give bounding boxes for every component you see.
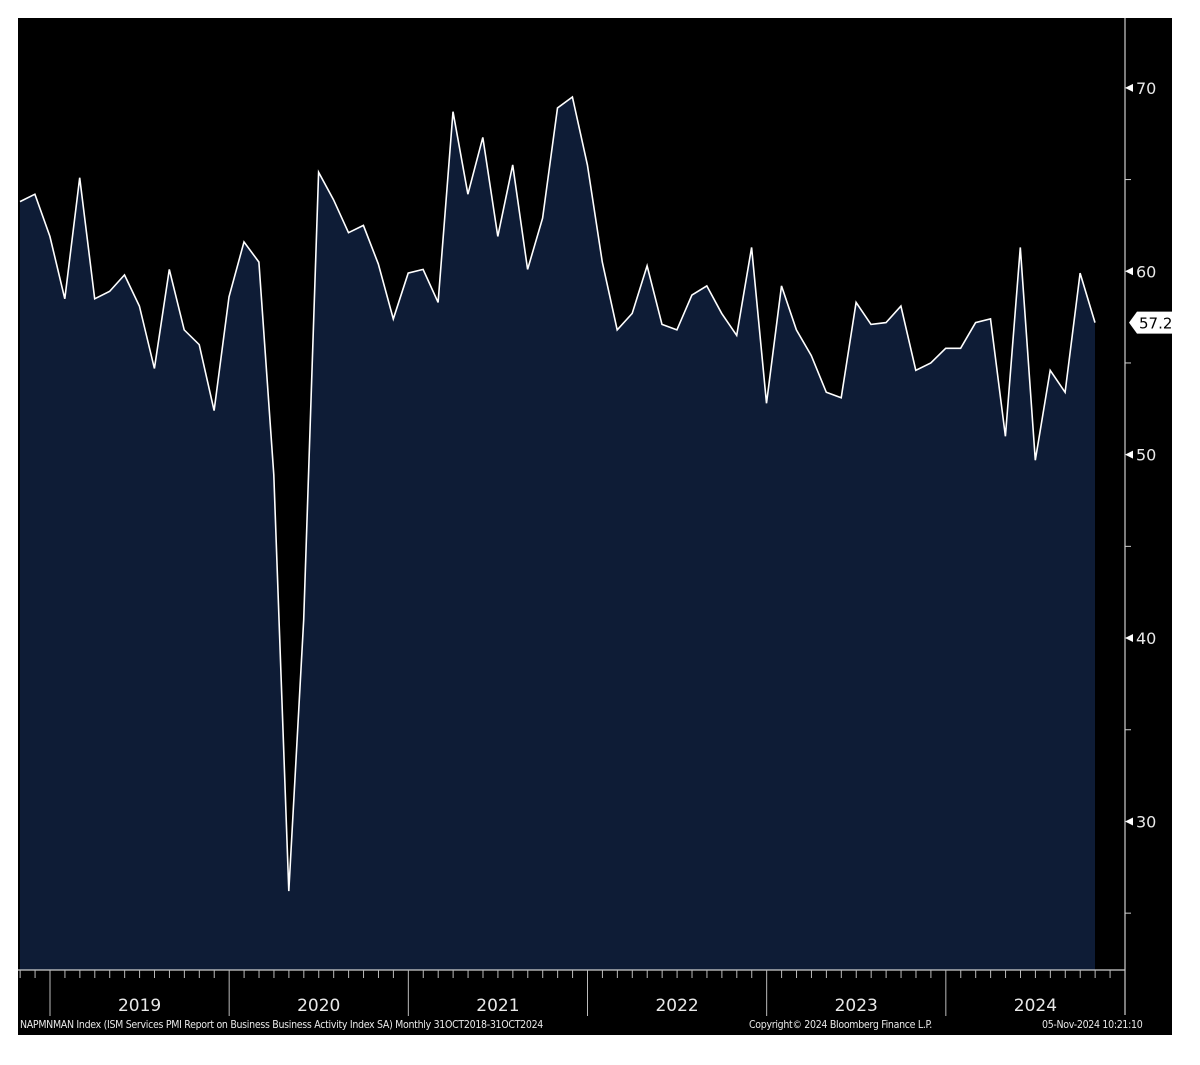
x-year-label: 2023 [835,996,878,1016]
footer-timestamp: 05-Nov-2024 10:21:10 [1042,1019,1143,1031]
x-year-label: 2022 [655,996,698,1016]
y-tick-marker [1125,634,1133,643]
last-value-label: 57.2 [1139,315,1172,333]
footer-description: NAPMNMAN Index (ISM Services PMI Report … [20,1019,544,1031]
axes [18,18,1133,1016]
y-tick-marker [1125,267,1133,276]
x-year-label: 2019 [118,996,161,1016]
series-line [19,95,1096,892]
marks: 70 60 50 40 30 2019 2020 2021 2022 2023 2024 57.2 [118,79,1183,1016]
y-tick-marker [1125,450,1133,459]
y-tick-label: 70 [1136,79,1156,98]
y-tick-label: 40 [1136,629,1156,648]
y-tick-marker [1125,83,1133,92]
y-tick-label: 50 [1136,446,1156,465]
footer-copyright: Copyright© 2024 Bloomberg Finance L.P. [749,1019,932,1031]
x-year-label: 2024 [1014,996,1057,1016]
last-value-tag [1129,311,1183,334]
y-tick-label: 60 [1136,262,1156,281]
y-tick-label: 30 [1136,812,1156,831]
series-area-fill [20,97,1095,970]
x-year-label: 2020 [297,996,340,1016]
y-tick-marker [1125,817,1133,826]
x-year-label: 2021 [476,996,519,1016]
